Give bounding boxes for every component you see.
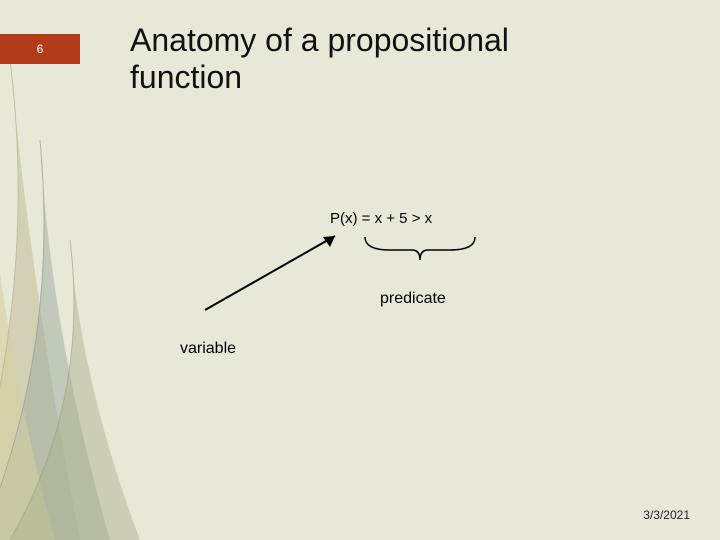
arrow-icon xyxy=(195,230,355,320)
slide-number-box: 6 xyxy=(0,34,80,64)
brace-icon xyxy=(360,232,480,272)
variable-label: variable xyxy=(180,340,236,358)
slide-number: 6 xyxy=(37,42,44,56)
slide: 6 Anatomy of a propositional function P(… xyxy=(0,0,720,540)
page-title: Anatomy of a propositional function xyxy=(130,22,610,96)
formula-text: P(x) = x + 5 > x xyxy=(330,210,432,227)
predicate-label: predicate xyxy=(380,290,446,308)
slide-date: 3/3/2021 xyxy=(643,508,690,522)
